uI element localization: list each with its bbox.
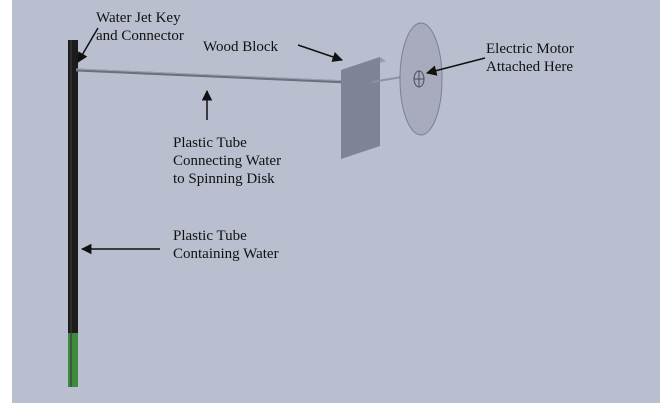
label-electric-motor: Electric Motor Attached Here xyxy=(486,40,574,76)
arrow-water-jet xyxy=(77,27,99,63)
connecting-tube xyxy=(75,68,349,84)
label-line: Water Jet Key xyxy=(96,10,181,26)
vertical-tube xyxy=(68,40,78,335)
tube-highlight xyxy=(70,40,72,387)
background-panel xyxy=(12,0,660,403)
arrow-wood-block xyxy=(297,44,343,62)
label-line: Attached Here xyxy=(486,59,574,75)
label-line: Plastic Tube xyxy=(173,228,247,244)
label-line: Connecting Water xyxy=(173,153,282,169)
label-line: Electric Motor xyxy=(486,41,574,57)
label-tube-connecting: Plastic Tube Connecting Water to Spinnin… xyxy=(173,134,281,188)
connecting-tube-highlight xyxy=(75,68,349,82)
label-wood-block: Wood Block xyxy=(203,38,278,56)
label-line: Plastic Tube xyxy=(173,135,247,151)
wood-block-front xyxy=(341,57,380,159)
label-line: Wood Block xyxy=(203,39,279,55)
label-line: Containing Water xyxy=(173,246,279,262)
label-line: to Spinning Disk xyxy=(173,171,275,187)
label-line: and Connector xyxy=(96,28,184,44)
arrow-electric-motor xyxy=(425,57,486,76)
label-tube-containing: Plastic Tube Containing Water xyxy=(173,227,279,263)
water-in-tube xyxy=(68,333,78,387)
label-water-jet: Water Jet Key and Connector xyxy=(96,9,184,45)
